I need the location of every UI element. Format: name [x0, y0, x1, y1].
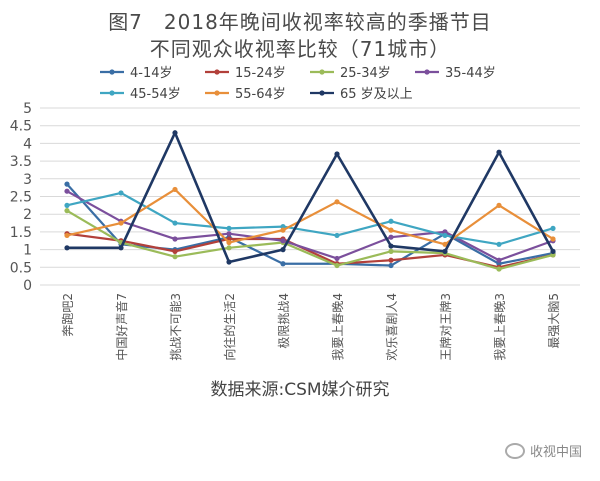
legend-label: 45-54岁 — [130, 87, 181, 102]
legend-label: 25-34岁 — [340, 66, 391, 81]
data-point — [64, 188, 70, 194]
data-point — [172, 220, 178, 226]
legend-marker — [214, 69, 220, 75]
chat-bubble-icon — [504, 442, 525, 459]
data-point — [64, 245, 70, 251]
data-point — [388, 243, 394, 249]
data-point — [226, 245, 232, 251]
data-point — [172, 254, 178, 260]
data-point — [172, 130, 178, 136]
data-point — [496, 241, 502, 247]
x-tick-label: 最强大脑5 — [547, 293, 561, 349]
legend-marker — [214, 90, 220, 96]
data-point — [388, 248, 394, 254]
legend-label: 65 岁及以上 — [340, 87, 413, 102]
series-line — [66, 188, 554, 246]
data-point — [118, 245, 124, 251]
data-point — [388, 234, 394, 240]
data-point — [280, 238, 286, 244]
x-tick-label: 欢乐喜剧人4 — [384, 293, 399, 361]
series-line — [66, 190, 554, 262]
data-point — [388, 218, 394, 224]
data-point — [334, 199, 340, 205]
data-point — [388, 257, 394, 263]
x-tick-label: 向往的生活2 — [222, 293, 237, 361]
series-line — [66, 191, 554, 246]
data-point — [64, 181, 70, 187]
watermark: 收视中国 — [504, 441, 582, 460]
data-point — [550, 225, 556, 231]
data-point — [226, 225, 232, 231]
x-tick-label: 我要上春晚3 — [493, 293, 507, 361]
data-point — [226, 259, 232, 265]
data-point — [280, 247, 286, 253]
legend-label: 55-64岁 — [235, 87, 286, 102]
y-tick-label: 3.5 — [10, 154, 32, 170]
y-tick-label: 5 — [23, 101, 32, 117]
x-tick-label: 挑战不可能3 — [169, 293, 183, 361]
data-point — [550, 236, 556, 242]
data-point — [64, 202, 70, 208]
data-point — [280, 261, 286, 267]
y-tick-label: 1 — [23, 243, 32, 259]
series-line — [66, 209, 554, 271]
y-tick-label: 0.5 — [10, 260, 32, 276]
x-tick-label: 极限挑战4 — [277, 293, 291, 349]
legend-marker — [319, 90, 325, 96]
series-line — [67, 131, 555, 264]
y-tick-label: 4.5 — [10, 119, 32, 135]
y-tick-label: 2 — [23, 207, 32, 223]
data-point — [442, 248, 448, 254]
data-point — [64, 232, 70, 239]
data-point — [334, 151, 340, 157]
chart-title: 图7 2018年晚间收视率较高的季播节目 — [108, 10, 492, 34]
data-point — [496, 266, 502, 272]
legend-label: 4-14岁 — [130, 66, 173, 81]
y-tick-label: 3 — [23, 172, 32, 188]
data-point — [442, 232, 448, 239]
data-point — [496, 202, 502, 208]
data-point — [442, 241, 448, 247]
data-point — [334, 262, 340, 269]
data-point — [334, 232, 340, 239]
y-tick-label: 0 — [23, 278, 32, 294]
x-tick-label: 我要上春晚4 — [331, 293, 345, 361]
legend-label: 35-44岁 — [445, 66, 496, 81]
data-point — [388, 227, 394, 233]
data-point — [496, 257, 502, 263]
legend-marker — [109, 90, 115, 96]
data-point — [64, 208, 70, 214]
y-tick-label: 1.5 — [10, 225, 32, 241]
legend-marker — [109, 69, 115, 75]
x-tick-label: 奔跑吧2 — [61, 293, 75, 337]
legend-label: 15-24岁 — [235, 66, 286, 81]
data-point — [226, 231, 232, 237]
y-tick-label: 4 — [23, 136, 32, 152]
data-point — [172, 248, 178, 254]
data-point — [118, 190, 124, 196]
data-point — [388, 262, 394, 269]
x-tick-label: 中国好声音7 — [114, 293, 129, 361]
data-point — [172, 186, 178, 193]
data-point — [496, 149, 502, 155]
watermark-text: 收视中国 — [529, 445, 582, 460]
legend-marker — [319, 69, 325, 75]
data-point — [550, 248, 556, 254]
data-point — [172, 236, 178, 242]
chart-subtitle: 不同观众收视率比较（71城市） — [149, 37, 451, 61]
legend-marker — [424, 69, 430, 75]
data-point — [334, 255, 340, 262]
x-tick-label: 王牌对王牌3 — [439, 293, 453, 361]
y-tick-label: 2.5 — [10, 190, 32, 206]
data-point — [280, 227, 286, 233]
data-point — [118, 220, 124, 226]
data-point — [226, 239, 232, 246]
data-source: 数据来源:CSM媒介研究 — [210, 380, 390, 400]
